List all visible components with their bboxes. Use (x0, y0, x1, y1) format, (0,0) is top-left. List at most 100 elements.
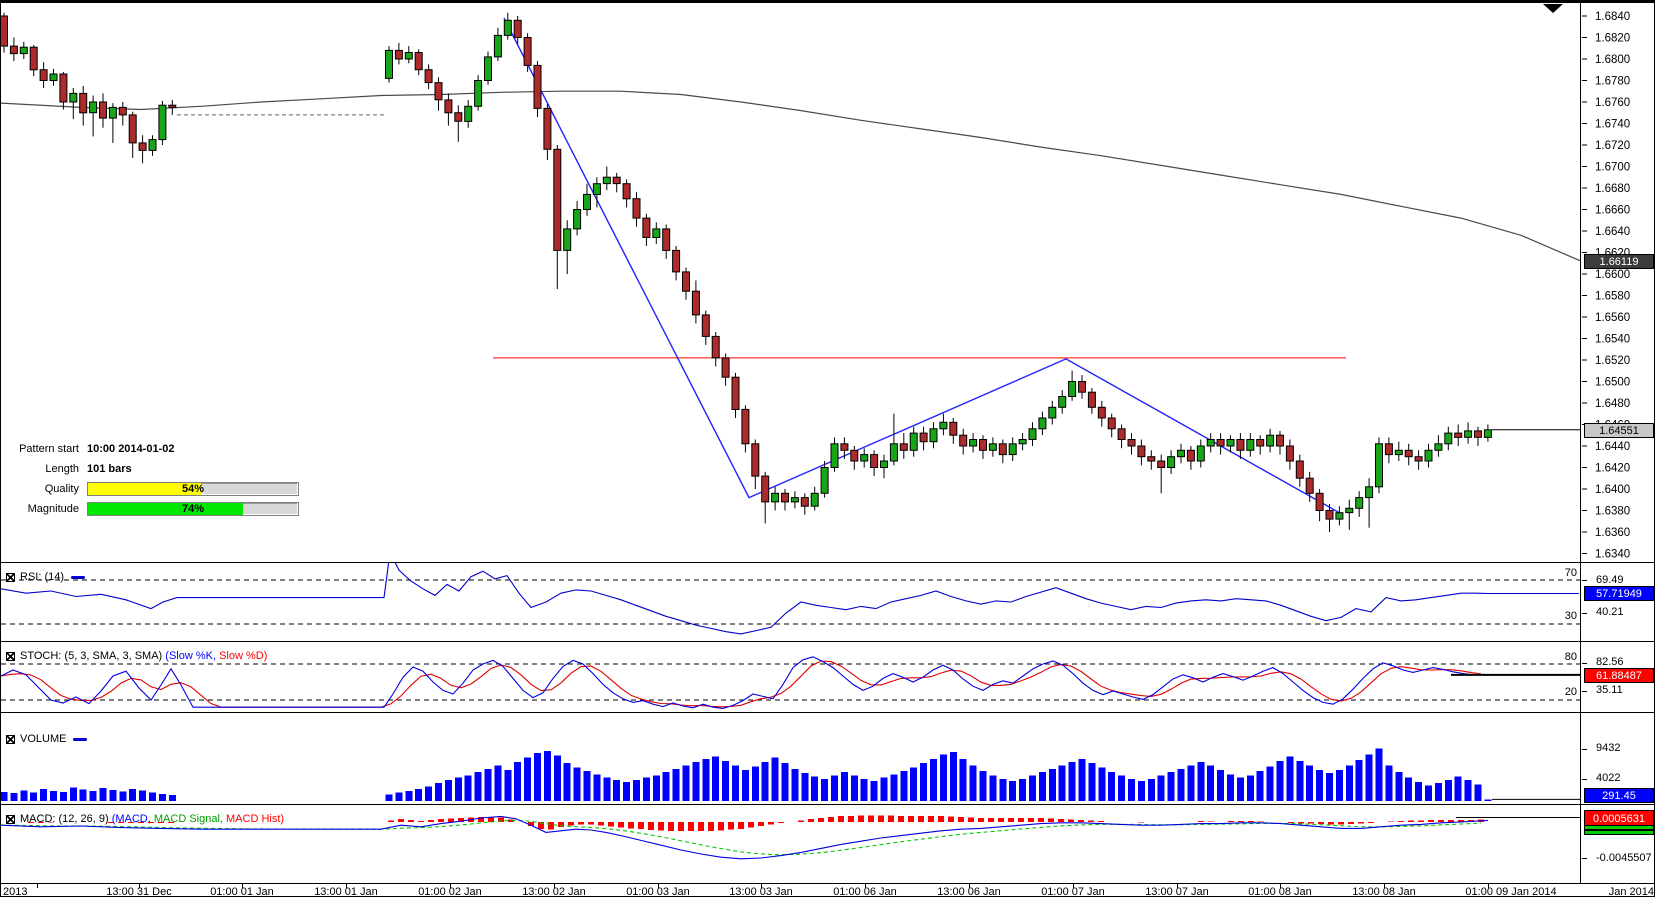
macd-legend-signal: MACD Signal, (150, 813, 223, 826)
time-axis-tick (658, 884, 659, 888)
macd-hist-value-badge: 0.0005631 (1584, 810, 1654, 826)
macd-axis-label-min: -0.0045507 (1596, 852, 1652, 864)
price-tick-label: 1.6760 (1595, 97, 1630, 109)
ma-value-badge: 1.66119 (1584, 254, 1654, 269)
pattern-start-row: Pattern start 10:00 2014-01-02 (9, 440, 309, 460)
time-axis-tick (1073, 884, 1074, 888)
pattern-start-value: 10:00 2014-01-02 (87, 443, 175, 455)
price-tick-label: 1.6340 (1595, 549, 1630, 561)
stoch-header: STOCH: (5, 3, SMA, 3, SMA) (Slow %K, Slo… (6, 650, 267, 662)
time-axis-tick (37, 884, 38, 888)
macd-legend-macd: (MACD, (111, 813, 151, 826)
rsi-panel: RSI: (14) 70 30 69.49 40.21 57.71949 (1, 562, 1654, 641)
pattern-magnitude-label: Magnitude (27, 503, 79, 515)
price-tick-label: 1.6680 (1595, 183, 1630, 195)
time-axis-tick (761, 884, 762, 888)
time-tick-label: 01:00 01 Jan (210, 886, 274, 897)
time-axis-tick (1488, 884, 1489, 888)
time-axis[interactable]: 2013 13:00 31 Dec 01:00 01 Jan 13:00 01 Jan… (1, 883, 1654, 897)
moving-average-line (1, 90, 1580, 262)
time-axis-tick (139, 884, 140, 888)
price-tick-label: 1.6540 (1595, 334, 1630, 346)
rsi-collapse-checkbox-icon[interactable] (6, 572, 15, 582)
time-tick-label: 13:00 01 Jan (314, 886, 378, 897)
pattern-quality-row: Quality 54% (9, 480, 309, 500)
stoch-axis-tick (1582, 691, 1587, 692)
volume-axis-tick (1582, 779, 1587, 780)
candlesticks (1, 12, 1492, 532)
main-chart-plot[interactable] (1, 3, 1581, 564)
magnitude-progress-fill (88, 503, 244, 515)
rsi-axis-tick (1582, 613, 1587, 614)
volume-title: VOLUME (20, 733, 67, 746)
price-tick-label: 1.6360 (1595, 527, 1630, 539)
volume-axis-tick (1582, 749, 1587, 750)
rsi-line-swatch-icon (71, 575, 86, 579)
shift-marker-triangle-icon (1543, 4, 1563, 13)
magnitude-progress-bar: 74% (87, 502, 299, 516)
pattern-info-box: Pattern start 10:00 2014-01-02 Length 10… (9, 440, 309, 520)
stoch-axis-label-high: 82.56 (1596, 656, 1624, 668)
time-tick-label: Jan 2014 (1608, 886, 1654, 897)
volume-collapse-checkbox-icon[interactable] (6, 734, 15, 744)
time-tick-label: 01:00 06 Jan (833, 886, 897, 897)
macd-legend-hist: MACD Hist) (222, 813, 285, 826)
stoch-collapse-checkbox-icon[interactable] (6, 651, 15, 661)
price-tick-label: 1.6560 (1595, 312, 1630, 324)
macd-panel: MACD: (12, 26, 9) (MACD, MACD Signal, MA… (1, 804, 1654, 883)
price-axis[interactable]: 1.6840 1.6820 1.6800 1.6780 1.6760 1.6740 1.67… (1582, 3, 1655, 564)
rsi-axis-tick (1582, 580, 1587, 581)
time-axis-tick (1280, 884, 1281, 888)
price-panel: 1.6840 1.6820 1.6800 1.6780 1.6760 1.6740 1.67… (1, 1, 1655, 564)
time-tick-label: 01:00 03 Jan (626, 886, 690, 897)
volume-plot[interactable] (1, 713, 1581, 804)
price-tick-label: 1.6740 (1595, 119, 1630, 131)
volume-axis-label-low: 4022 (1596, 772, 1621, 784)
time-tick-label: 2013 (3, 886, 28, 897)
time-tick-label: 13:00 06 Jan (937, 886, 1001, 897)
time-tick-label: 01:00 08 Jan (1248, 886, 1312, 897)
time-tick-label: 01:00 09 Jan 2014 (1465, 886, 1557, 897)
volume-bar-swatch-icon (73, 737, 88, 741)
macd-title: MACD: (12, 26, 9) (20, 813, 109, 826)
time-axis-tick (346, 884, 347, 888)
macd-collapse-checkbox-icon[interactable] (6, 814, 15, 824)
stoch-axis-tick (1582, 663, 1587, 664)
rsi-line (1, 563, 1579, 635)
price-tick-label: 1.6500 (1595, 377, 1630, 389)
time-tick-label: 01:00 07 Jan (1041, 886, 1105, 897)
macd-plot[interactable] (1, 805, 1581, 883)
current-price-badge: 1.64551 (1584, 423, 1654, 438)
rsi-value-badge: 57.71949 (1584, 586, 1654, 601)
price-tick-label: 1.6400 (1595, 484, 1630, 496)
time-tick-label: 13:00 31 Dec (106, 886, 172, 897)
price-tick-label: 1.6380 (1595, 506, 1630, 518)
volume-axis-label-high: 9432 (1596, 742, 1621, 754)
quality-progress-bar: 54% (87, 482, 299, 496)
pattern-length-row: Length 101 bars (9, 460, 309, 480)
time-axis-tick (969, 884, 970, 888)
price-tick-label: 1.6660 (1595, 205, 1630, 217)
rsi-plot[interactable] (1, 563, 1581, 641)
price-tick-label: 1.6420 (1595, 463, 1630, 475)
stoch-plot[interactable] (1, 642, 1581, 712)
price-tick-label: 1.6700 (1595, 162, 1630, 174)
price-tick-label: 1.6440 (1595, 441, 1630, 453)
time-axis-tick (450, 884, 451, 888)
rsi-level-30: 30 (1564, 610, 1577, 622)
macd-signal-badge (1584, 826, 1654, 835)
volume-value-badge: 291.45 (1584, 788, 1654, 803)
pattern-magnitude-row: Magnitude 74% (9, 500, 309, 520)
time-axis-tick (1384, 884, 1385, 888)
pattern-length-label: Length (45, 463, 79, 475)
stoch-panel: STOCH: (5, 3, SMA, 3, SMA) (Slow %K, Slo… (1, 641, 1654, 712)
pattern-quality-label: Quality (44, 483, 79, 495)
price-tick-label: 1.6600 (1595, 269, 1630, 281)
rsi-title: RSI: (14) (20, 571, 65, 584)
stoch-slow-k-line (1, 656, 1489, 709)
time-axis-tick (554, 884, 555, 888)
pattern-zigzag-line (503, 17, 1344, 516)
time-axis-tick (1177, 884, 1178, 888)
quality-progress-text: 54% (181, 483, 205, 495)
time-axis-tick (242, 884, 243, 888)
